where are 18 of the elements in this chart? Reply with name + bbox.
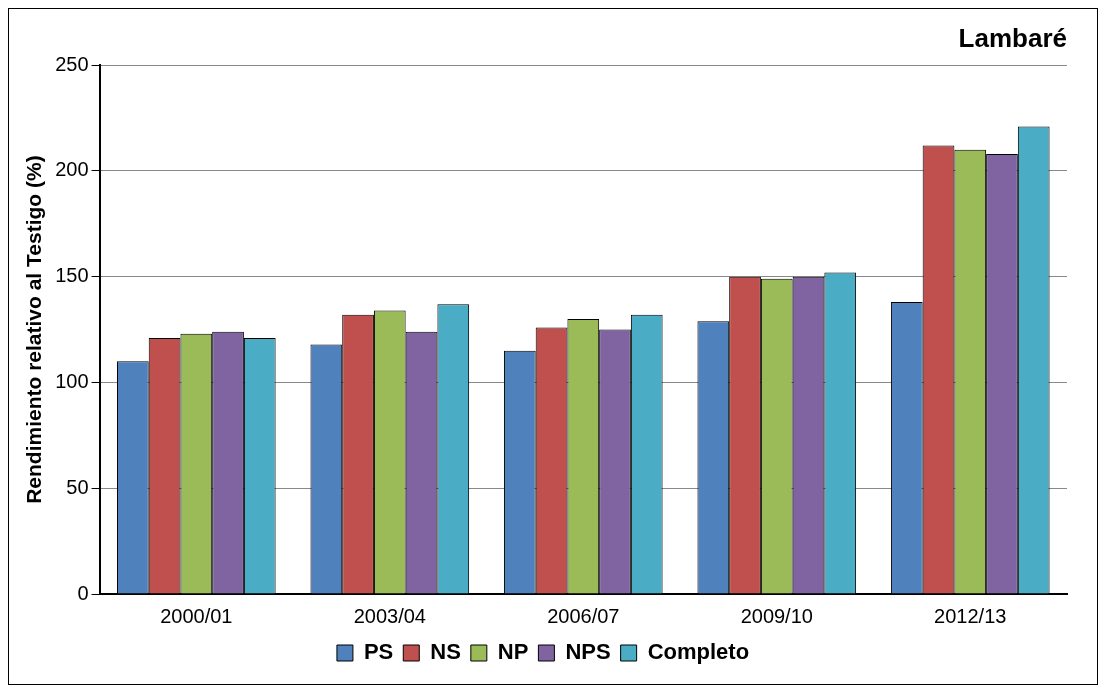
y-tick-label: 100 bbox=[55, 370, 89, 392]
legend-label: NP bbox=[497, 639, 529, 665]
legend-label: Completo bbox=[647, 639, 750, 665]
y-tick-label: 50 bbox=[66, 475, 89, 498]
legend-label: NS bbox=[430, 639, 461, 665]
x-tick-label: 2000/01 bbox=[160, 604, 233, 627]
legend-label: NPS bbox=[565, 639, 611, 665]
x-tick-label: 2009/10 bbox=[740, 604, 813, 627]
y-tick-label: 250 bbox=[55, 52, 89, 75]
y-tick-label: 0 bbox=[77, 581, 89, 604]
y-axis-title: Rendimiento relativo al Testigo (%) bbox=[22, 155, 46, 504]
x-tick-label: 2012/13 bbox=[934, 604, 1007, 627]
chart-title: Lambaré bbox=[958, 22, 1067, 53]
x-tick-label: 2003/04 bbox=[353, 604, 426, 627]
legend-label: PS bbox=[363, 639, 394, 665]
y-tick-label: 150 bbox=[55, 264, 89, 287]
y-tick-label: 200 bbox=[55, 158, 89, 181]
x-tick-label: 2006/07 bbox=[547, 604, 620, 627]
